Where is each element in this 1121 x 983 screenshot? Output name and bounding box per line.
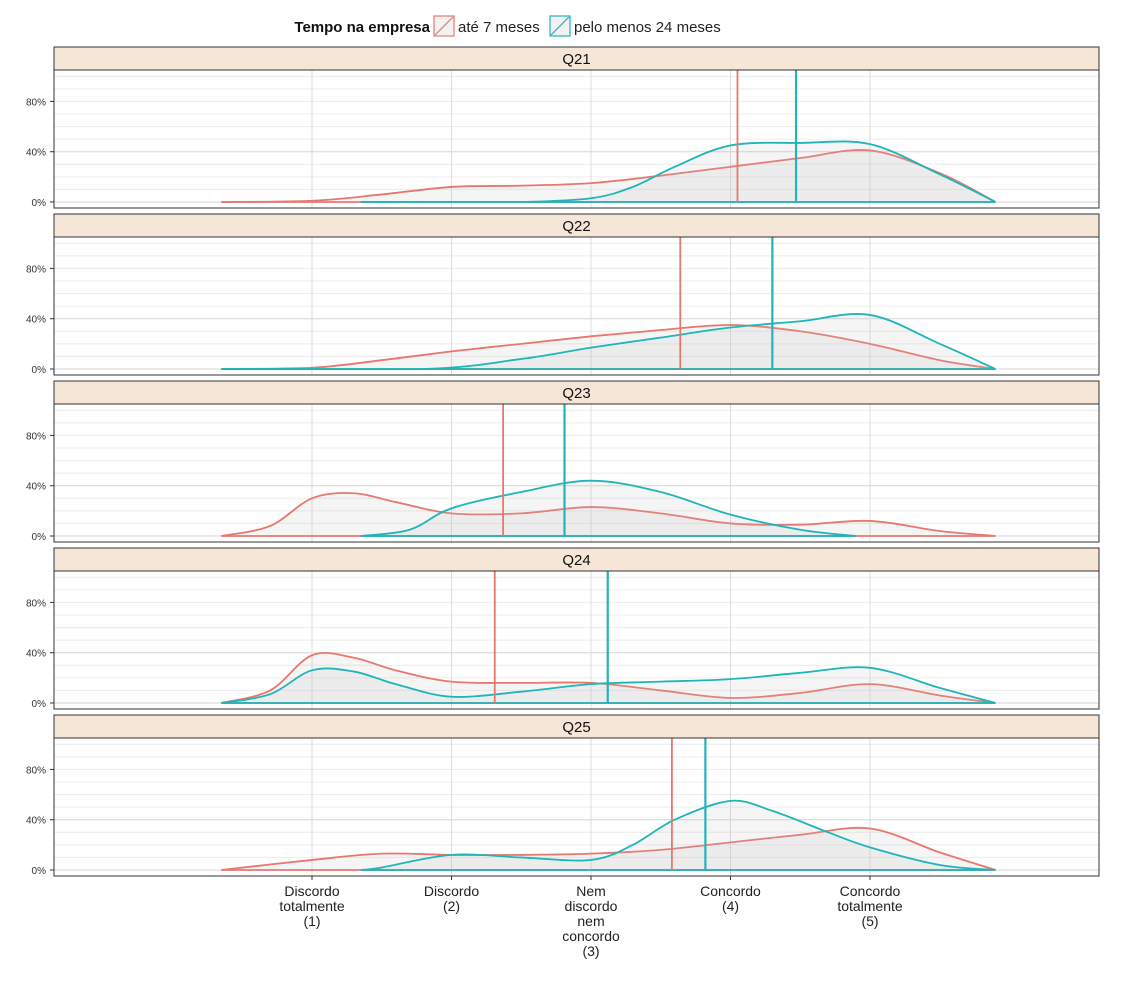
y-tick-label: 0%: [32, 198, 47, 209]
facets: Q21 0% 40% 80% Q22 0% 40% 80% Q23 0% 40% 80% Q24 0% 40…: [26, 47, 1099, 877]
y-tick-label: 80%: [26, 431, 46, 442]
x-tick-label-line: Concordo: [840, 883, 901, 899]
facet-q23: Q23 0% 40% 80%: [26, 381, 1099, 543]
facet-strip-label: Q25: [562, 719, 590, 736]
x-tick-label-line: (2): [443, 898, 460, 914]
x-tick-label-line: Discordo: [424, 883, 479, 899]
x-tick-label: Discordo (2): [424, 883, 479, 914]
x-tick-label-line: (5): [861, 913, 878, 929]
legend-label-min24: pelo menos 24 meses: [574, 19, 721, 36]
y-tick-label: 0%: [32, 365, 47, 376]
x-tick-label-line: totalmente: [279, 898, 345, 914]
facet-strip-label: Q23: [562, 385, 590, 402]
y-tick-label: 40%: [26, 816, 46, 827]
x-tick-label: Concordo (4): [700, 883, 761, 914]
x-tick-label-line: discordo: [565, 898, 618, 914]
x-tick-label-line: (3): [582, 943, 599, 959]
x-tick-label: Concordo totalmente (5): [837, 883, 903, 929]
x-tick-label-line: Nem: [576, 883, 606, 899]
x-tick-label-line: (4): [722, 898, 739, 914]
y-tick-label: 80%: [26, 97, 46, 108]
facet-q21: Q21 0% 40% 80%: [26, 47, 1099, 209]
legend-item-ate7: até 7 meses: [434, 16, 540, 36]
legend-title: Tempo na empresa: [294, 19, 430, 36]
facet-strip-label: Q21: [562, 51, 590, 68]
x-tick-label-line: Discordo: [284, 883, 339, 899]
y-tick-label: 0%: [32, 699, 47, 710]
y-tick-label: 80%: [26, 598, 46, 609]
facet-strip-label: Q24: [562, 552, 590, 569]
x-tick-label-line: totalmente: [837, 898, 903, 914]
facet-strip-label: Q22: [562, 218, 590, 235]
y-tick-label: 40%: [26, 315, 46, 326]
x-tick-label-line: concordo: [562, 928, 620, 944]
facet-q24: Q24 0% 40% 80%: [26, 548, 1099, 710]
legend-label-ate7: até 7 meses: [458, 19, 540, 36]
y-tick-label: 80%: [26, 765, 46, 776]
x-tick-label-line: Concordo: [700, 883, 761, 899]
y-tick-label: 80%: [26, 264, 46, 275]
legend: Tempo na empresa até 7 meses pelo menos …: [294, 16, 720, 36]
x-tick-label: Nem discordo nem concordo (3): [562, 883, 620, 959]
facet-q25: Q25 0% 40% 80%: [26, 715, 1099, 877]
y-tick-label: 0%: [32, 532, 47, 543]
y-tick-label: 40%: [26, 649, 46, 660]
x-axis: Discordo totalmente (1)Discordo (2)Nem disco…: [279, 876, 903, 959]
y-tick-label: 0%: [32, 866, 47, 877]
legend-item-min24: pelo menos 24 meses: [550, 16, 721, 36]
x-tick-label-line: nem: [577, 913, 604, 929]
y-tick-label: 40%: [26, 148, 46, 159]
x-tick-label: Discordo totalmente (1): [279, 883, 345, 929]
x-tick-label-line: (1): [303, 913, 320, 929]
facet-q22: Q22 0% 40% 80%: [26, 214, 1099, 376]
y-tick-label: 40%: [26, 482, 46, 493]
